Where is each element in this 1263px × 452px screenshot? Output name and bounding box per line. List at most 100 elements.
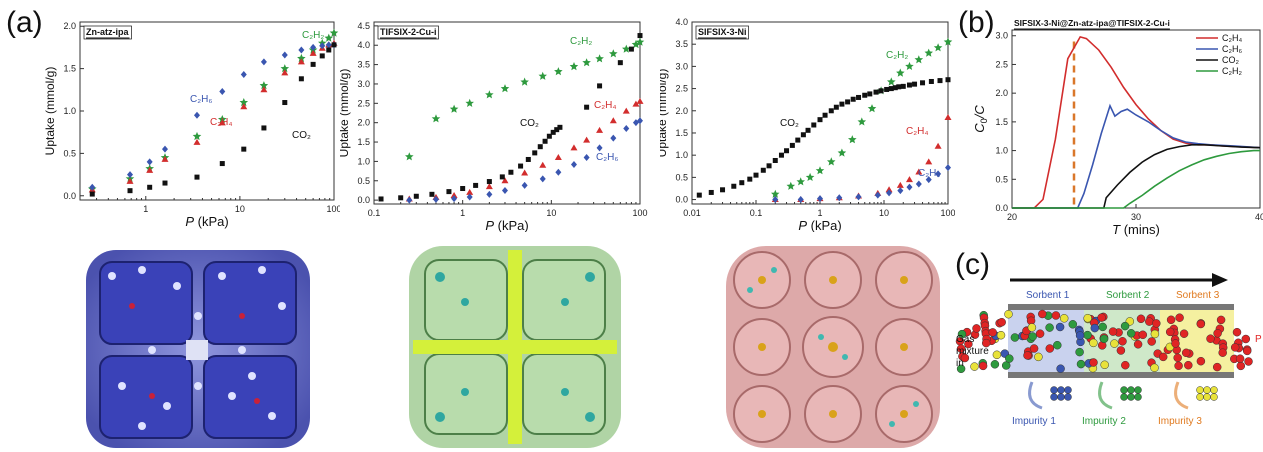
gas-molecule [1010,333,1020,342]
data-point-co2 [850,96,856,102]
gas-molecule [1241,334,1251,344]
data-point-c2h4 [193,138,201,145]
data-point-co2 [884,86,890,92]
gas-molecule [1181,348,1191,358]
x-tick-label: 0.01 [683,208,701,218]
plot-frame [373,21,641,205]
y-tick-label: 1.5 [357,137,370,147]
sorbent-label-1: Sorbent 1 [1026,290,1070,301]
data-point-co2 [795,137,801,143]
data-point-co2 [298,76,304,82]
data-point-co2 [241,146,247,152]
x-axis-label: P (kPa) [485,218,528,232]
series-c2h2 [405,37,645,161]
data-point-co2 [486,179,492,185]
data-point-c2h2 [500,84,510,93]
data-point-c2h2 [297,53,306,63]
gas-molecule [1184,360,1193,370]
data-point-co2 [867,91,873,97]
gas-mixture-label: Gas mixture in [956,334,989,369]
data-point-c2h6 [555,168,562,176]
data-point-c2h2 [837,148,847,157]
data-point-co2 [833,104,839,110]
data-point-c2h2 [815,166,825,175]
impurity-molecule [1196,393,1204,401]
data-point-c2h6 [797,196,804,204]
gas-molecule [996,330,1006,340]
data-point-c2h4 [450,191,458,198]
data-point-co2 [637,33,643,39]
impurity-label-2: Impurity 2 [1082,416,1126,427]
data-point-co2 [261,125,267,131]
zn-atz-ipa-structure-image [86,250,310,448]
chart-sifsix-3-ni: 0.01 0.1 1 10 100 0.0 0.5 1.0 1.5 2.0 2.5 3.0 3.5 4.0… [660,17,955,232]
series-line-c2h2 [1012,149,1260,209]
y-tick-label: 4.0 [675,17,688,27]
impurity-molecule [1203,386,1211,394]
data-point-c2h6 [886,189,893,197]
gas-molecule [1158,352,1168,362]
gas-molecule [978,361,988,371]
y-tick-label: 1.0 [357,156,370,166]
y-tick-label: 4.0 [357,40,370,50]
data-point-co2 [162,180,168,186]
chart-zn-atz-ipa: 1 10 100 0.0 0.5 1.0 1.5 2.0 Zn-atz-ipa P (kPa) Up… [43,21,340,229]
gas-molecule [964,339,973,349]
gas-molecule [1027,323,1037,332]
y-tick-label: 2.5 [357,98,370,108]
gas-molecule [1147,337,1156,346]
data-point-c2h4 [260,86,268,93]
data-point-c2h6 [89,183,96,191]
gas-molecule [1196,319,1206,329]
gas-mixture-label-line: Gas [956,334,974,345]
gas-molecule [990,360,1000,369]
data-point-c2h6 [817,195,823,203]
data-point-co2 [828,108,834,114]
chart-title: SIFSIX-3-Ni [698,27,747,37]
data-point-co2 [331,42,337,48]
x-axis-label: P (kPa) [185,214,228,229]
x-tick-label: 20 [1007,212,1017,222]
data-point-c2h2 [239,98,249,107]
series-label-c2h6: C₂H₆ [918,168,940,179]
data-point-co2 [127,188,133,194]
y-tick-label: 2.0 [357,118,370,128]
title-box [83,25,132,40]
data-point-c2h2 [259,81,269,90]
data-point-c2h4 [622,107,630,114]
y-tick-label: 4.5 [357,21,370,31]
gas-molecule [1165,327,1175,337]
data-point-c2h4 [570,144,578,151]
data-point-co2 [628,46,634,52]
data-point-co2 [784,148,790,154]
data-point-c2h4 [885,186,893,193]
chart-title: TIFSIX-2-Cu-i [380,27,437,37]
gas-molecule [992,350,1002,360]
chart-title: Zn-atz-ipa [86,27,129,37]
data-point-c2h2 [805,172,815,181]
gas-molecule [1056,364,1065,373]
gas-molecule [1004,309,1013,319]
gas-molecule [1171,339,1180,348]
data-point-c2h6 [298,46,305,54]
data-point-c2h2 [582,58,591,67]
data-point-co2 [800,132,806,138]
y-tick-label: 1.5 [675,128,688,138]
data-point-co2 [219,161,225,167]
data-point-co2 [937,78,943,84]
impurity-molecule [1064,393,1072,401]
data-point-c2h4 [485,183,493,190]
impurity-molecule [1134,386,1142,394]
x-tick-label: 30 [1131,212,1141,222]
data-point-c2h6 [521,181,528,189]
data-point-co2 [542,138,548,144]
data-point-c2h2 [786,181,796,190]
data-point-c2h4 [925,158,933,165]
y-tick-label: 1.0 [675,150,688,160]
data-point-c2h6 [240,71,247,79]
data-point-c2h6 [935,170,942,178]
data-point-c2h4 [240,103,248,110]
data-point-co2 [888,86,894,92]
gas-molecule [1055,322,1065,332]
